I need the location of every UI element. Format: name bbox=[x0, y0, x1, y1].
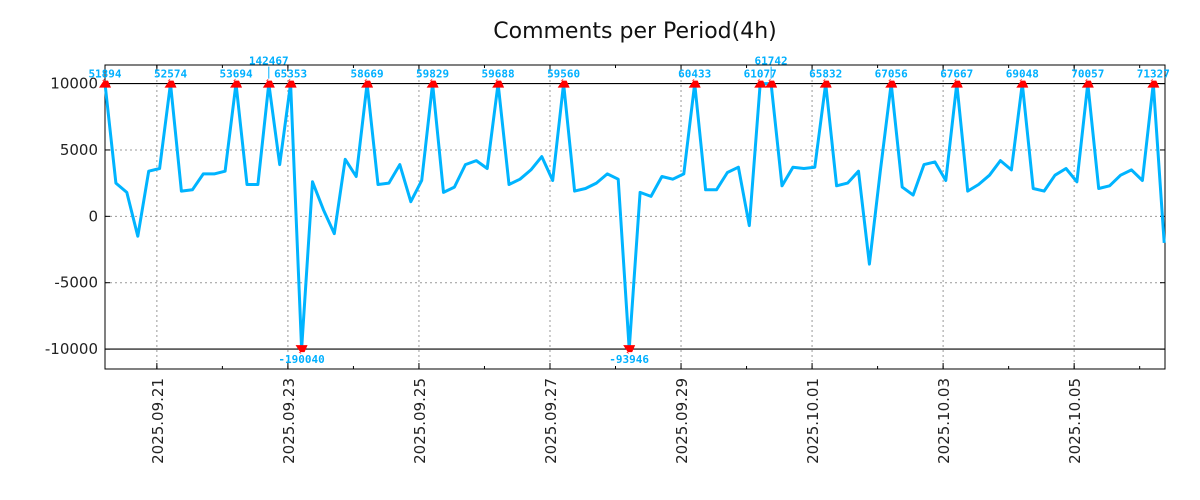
value-label: 51894 bbox=[88, 68, 121, 81]
y-tick-label: 10000 bbox=[50, 75, 98, 93]
value-label: 67667 bbox=[940, 68, 973, 81]
clip-marker-high bbox=[688, 78, 701, 88]
value-label: 58669 bbox=[351, 68, 384, 81]
x-tick-label: 2025.09.25 bbox=[411, 378, 429, 464]
value-label: 60433 bbox=[678, 68, 711, 81]
axes: -10000 -5000 0 5000 10000 2025.09.21 2025.09.2… bbox=[45, 64, 1166, 464]
clip-marker-high bbox=[492, 78, 505, 88]
clip-marker-high bbox=[426, 78, 439, 88]
plot-frame bbox=[104, 64, 1166, 370]
value-label: 52574 bbox=[154, 68, 187, 81]
value-label: 59560 bbox=[547, 68, 580, 81]
x-tick-label: 2025.10.01 bbox=[804, 378, 822, 464]
x-tick-label: 2025.09.27 bbox=[542, 378, 560, 464]
x-tick-label: 2025.09.29 bbox=[673, 378, 691, 464]
series-line bbox=[103, 82, 1166, 351]
chart-title: Comments per Period(4h) bbox=[493, 19, 777, 44]
value-label: 142467 bbox=[249, 55, 289, 68]
clip-marker-high bbox=[1016, 78, 1029, 88]
y-tick-label: 5000 bbox=[60, 141, 98, 159]
y-tick-label: -10000 bbox=[45, 340, 98, 358]
x-tick-label: 2025.10.05 bbox=[1066, 378, 1084, 464]
value-label: 53694 bbox=[219, 68, 252, 81]
clip-marker-low bbox=[295, 345, 308, 355]
value-label: 70057 bbox=[1071, 68, 1104, 81]
clip-marker-low bbox=[623, 345, 636, 355]
value-label: 59829 bbox=[416, 68, 449, 81]
value-label: 65353 bbox=[274, 68, 307, 81]
y-tick-label: -5000 bbox=[54, 274, 98, 292]
clip-marker-high bbox=[950, 78, 963, 88]
clip-marker-high bbox=[284, 78, 297, 88]
clip-marker-high bbox=[262, 78, 275, 88]
clip-marker-high bbox=[230, 78, 243, 88]
x-tick-label: 2025.09.21 bbox=[149, 378, 167, 464]
value-label: 67056 bbox=[875, 68, 908, 81]
series bbox=[103, 82, 1166, 351]
clip-marker-high bbox=[361, 78, 374, 88]
clip-marker-high bbox=[819, 78, 832, 88]
grid bbox=[105, 65, 1165, 369]
value-label: 61077 bbox=[744, 68, 777, 81]
clip-marker-high bbox=[99, 78, 111, 88]
clip-marker-high bbox=[885, 78, 898, 88]
value-label: 71327 bbox=[1137, 68, 1170, 81]
x-tick-label: 2025.09.23 bbox=[280, 378, 298, 464]
clip-marker-high bbox=[1147, 78, 1160, 88]
clip-marker-high bbox=[557, 78, 570, 88]
value-label: -190040 bbox=[278, 353, 324, 366]
clip-marker-high bbox=[1081, 78, 1094, 88]
clip-marker-high bbox=[754, 78, 767, 88]
clip-marker-high bbox=[765, 78, 778, 88]
value-label: 69048 bbox=[1006, 68, 1039, 81]
x-tick-label: 2025.10.03 bbox=[935, 378, 953, 464]
value-label: -93946 bbox=[609, 353, 649, 366]
value-label: 65832 bbox=[809, 68, 842, 81]
value-label: 59688 bbox=[482, 68, 515, 81]
y-tick-label: 0 bbox=[88, 207, 98, 225]
value-label: 61742 bbox=[755, 55, 788, 68]
clip-marker-high bbox=[164, 78, 177, 88]
